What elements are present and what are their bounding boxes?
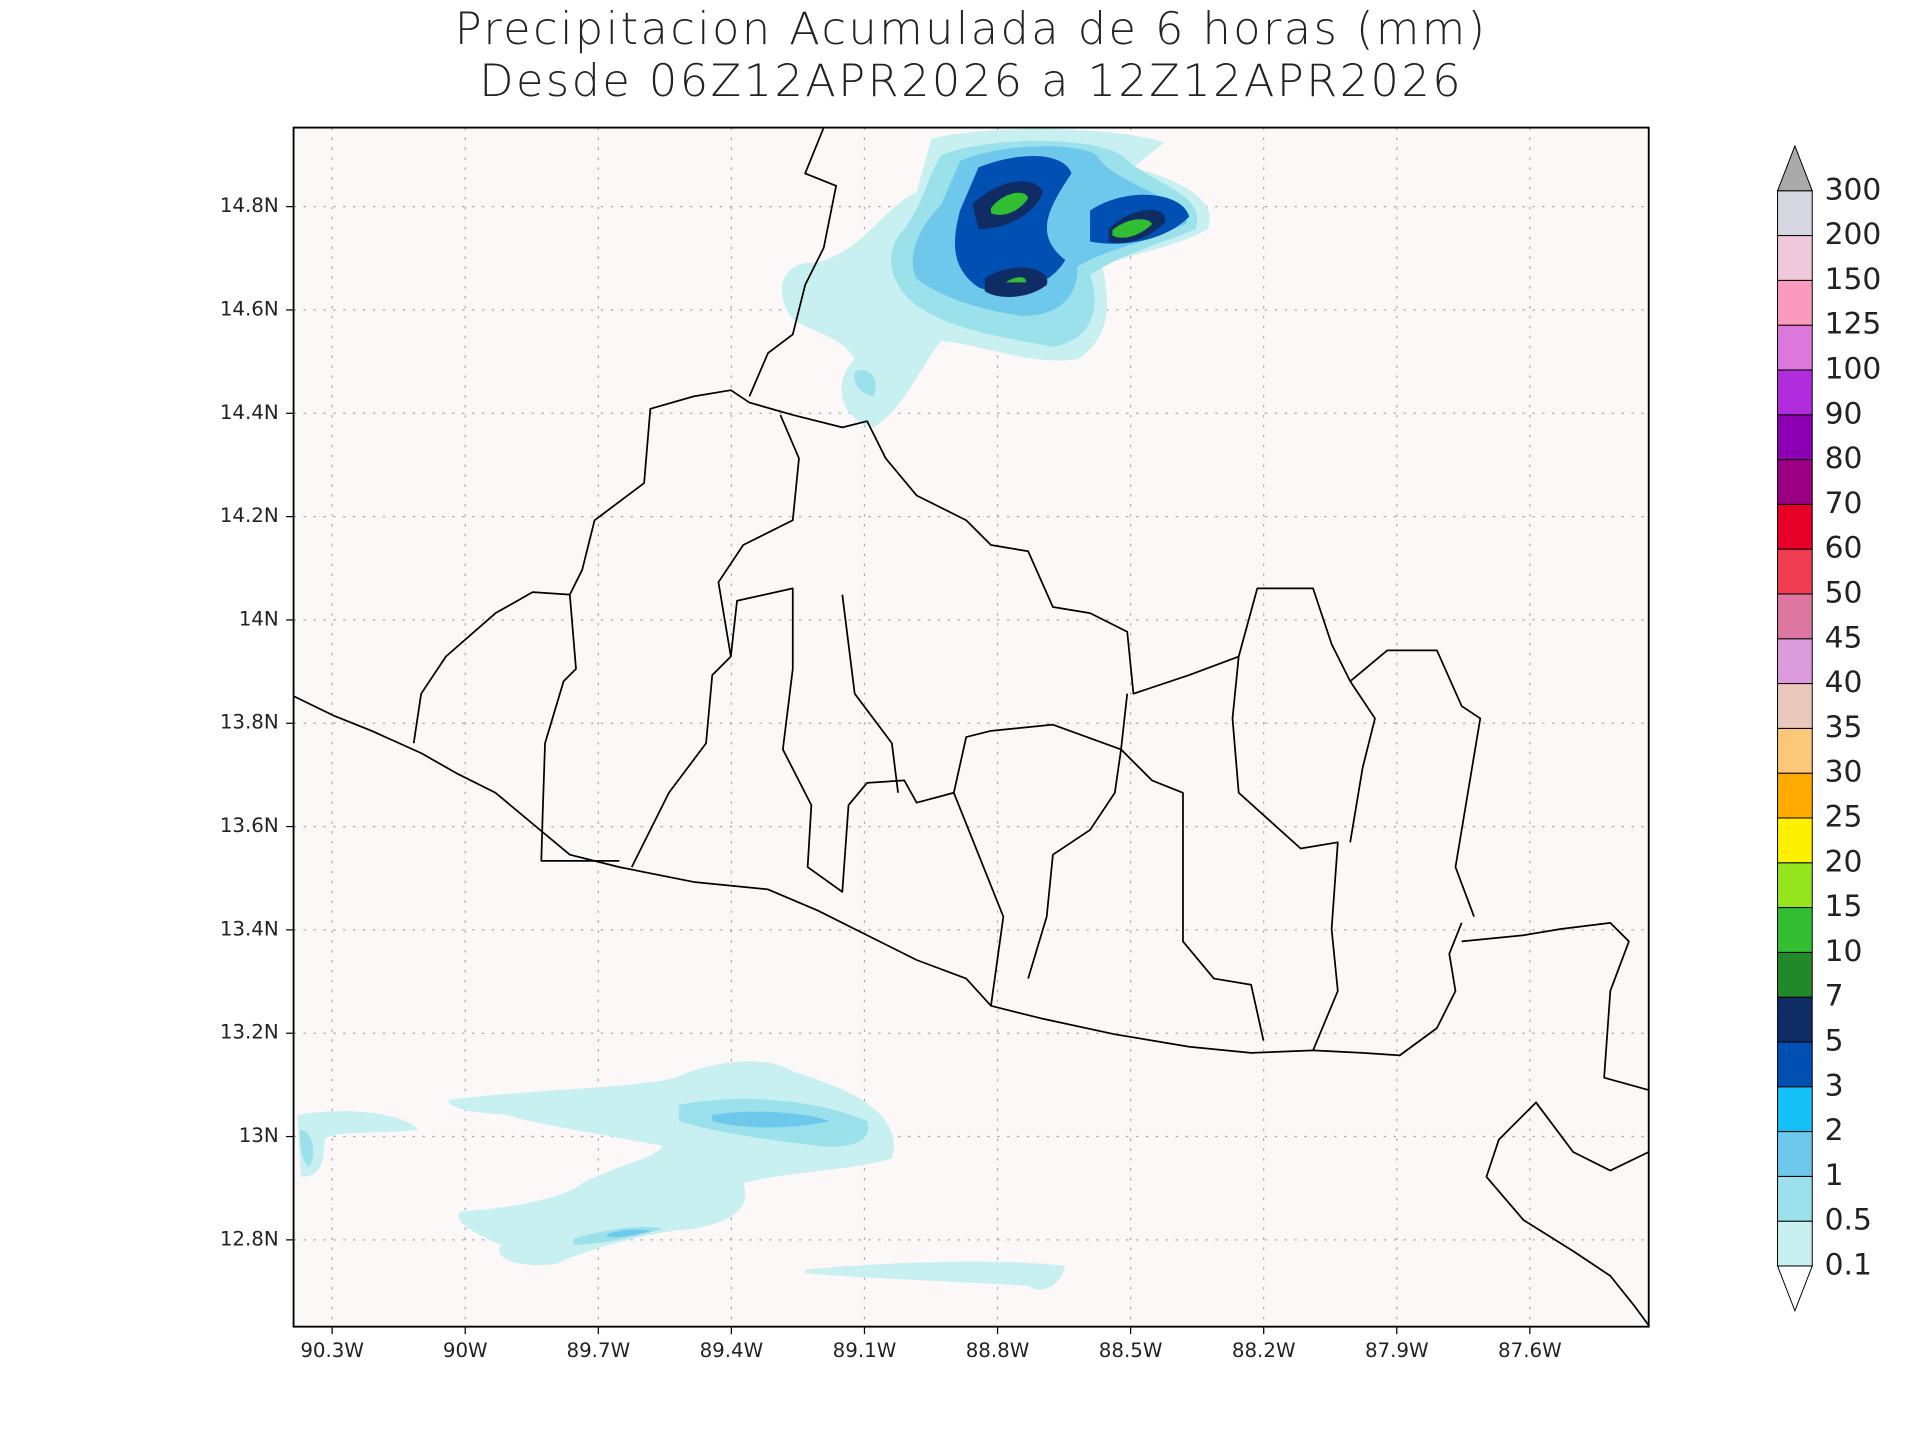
x-tick-label: 88.8W: [966, 1339, 1030, 1362]
colorbar-box: [1777, 593, 1813, 640]
y-tick-label: 14.2N: [220, 504, 279, 527]
colorbar-label: 40: [1825, 665, 1863, 700]
colorbar-label: 100: [1825, 351, 1882, 386]
colorbar-box: [1777, 190, 1813, 237]
precipitation-field: [297, 128, 1210, 1290]
colorbar-label: 150: [1825, 262, 1882, 297]
colorbar-label: 0.1: [1825, 1247, 1872, 1282]
borders: [293, 127, 1650, 1326]
colorbar-box: [1777, 817, 1813, 864]
colorbar-label: 300: [1825, 172, 1882, 207]
precip-area: [972, 181, 1166, 297]
colorbar-label: 60: [1825, 531, 1863, 566]
colorbar-label: 10: [1825, 934, 1863, 969]
colorbar-box: [1777, 907, 1813, 953]
y-tick-label: 13.2N: [220, 1021, 279, 1044]
precip-area: [990, 192, 1152, 283]
colorbar-label: 70: [1825, 486, 1863, 521]
precip-area: [606, 1111, 830, 1238]
x-tick-label: 88.2W: [1232, 1339, 1296, 1362]
colorbar-label: 15: [1825, 889, 1863, 924]
chart-subtitle: Desde 06Z12APR2026 a 12Z12APR2026: [479, 55, 1463, 107]
colorbar-box: [1777, 772, 1813, 819]
colorbar-box: [1777, 683, 1813, 729]
colorbar-label: 200: [1825, 217, 1882, 252]
x-tick-label: 89.1W: [833, 1339, 897, 1362]
y-tick-label: 13.6N: [220, 814, 279, 837]
x-tick-label: 89.7W: [566, 1339, 630, 1362]
colorbar-box: [1777, 414, 1813, 461]
colorbar-label: 25: [1825, 799, 1863, 834]
colorbar-label: 0.5: [1825, 1203, 1872, 1238]
colorbar-label: 3: [1825, 1068, 1844, 1103]
colorbar-label: 7: [1825, 979, 1844, 1014]
x-tick-label: 87.9W: [1365, 1339, 1429, 1362]
colorbar-box: [1777, 1131, 1813, 1177]
chart-title: Precipitacion Acumulada de 6 horas (mm): [455, 3, 1488, 55]
colorbar-box: [1777, 951, 1813, 998]
colorbar-box: [1777, 324, 1813, 371]
x-tick-label: 90.3W: [300, 1339, 364, 1362]
colorbar-label: 1: [1825, 1158, 1844, 1193]
y-tick-label: 14N: [239, 607, 279, 630]
colorbar-box: [1777, 369, 1813, 416]
colorbar-box: [1777, 279, 1813, 326]
colorbar-label: 45: [1825, 620, 1863, 655]
colorbar-box: [1777, 1086, 1813, 1133]
y-tick-label: 14.4N: [220, 401, 279, 424]
y-tick-label: 14.8N: [220, 194, 279, 217]
colorbar-box: [1777, 503, 1813, 550]
x-tick-label: 90W: [443, 1339, 488, 1362]
colorbar-box: [1777, 862, 1813, 909]
colorbar-box: [1777, 996, 1813, 1043]
colorbar-box: [1777, 638, 1813, 685]
colorbar-box: [1777, 1220, 1813, 1267]
colorbar: 0.10.51235710152025303540455060708090100…: [1776, 144, 1882, 1313]
colorbar-box: [1777, 548, 1813, 595]
x-tick-label: 88.5W: [1099, 1339, 1163, 1362]
colorbar-label: 90: [1825, 396, 1863, 431]
colorbar-label: 50: [1825, 575, 1863, 610]
colorbar-box: [1777, 1041, 1813, 1088]
colorbar-box: [1777, 459, 1813, 505]
colorbar-label: 2: [1825, 1113, 1844, 1148]
y-tick-label: 13.4N: [220, 917, 279, 940]
x-tick-label: 89.4W: [700, 1339, 764, 1362]
colorbar-box: [1777, 1175, 1813, 1222]
y-tick-label: 12.8N: [220, 1227, 279, 1250]
colorbar-box: [1777, 727, 1813, 774]
colorbar-label: 35: [1825, 710, 1863, 745]
colorbar-label: 80: [1825, 441, 1863, 476]
colorbar-label: 20: [1825, 844, 1863, 879]
precip-area: [297, 1111, 1066, 1290]
axes: 90.3W 90W 89.7W 89.4W 89.1W 88.8W 88.5W 88.2W 87…: [220, 194, 1562, 1362]
colorbar-label: 125: [1825, 307, 1882, 342]
x-tick-label: 87.6W: [1498, 1339, 1562, 1362]
colorbar-under: [1776, 1265, 1813, 1313]
y-tick-label: 13N: [239, 1124, 279, 1147]
y-tick-label: 14.6N: [220, 297, 279, 320]
colorbar-label: 30: [1825, 755, 1863, 790]
colorbar-over: [1776, 144, 1813, 192]
colorbar-label: 5: [1825, 1023, 1844, 1058]
y-tick-label: 13.8N: [220, 711, 279, 734]
colorbar-box: [1777, 235, 1813, 281]
plot-frame: [292, 126, 1650, 1328]
